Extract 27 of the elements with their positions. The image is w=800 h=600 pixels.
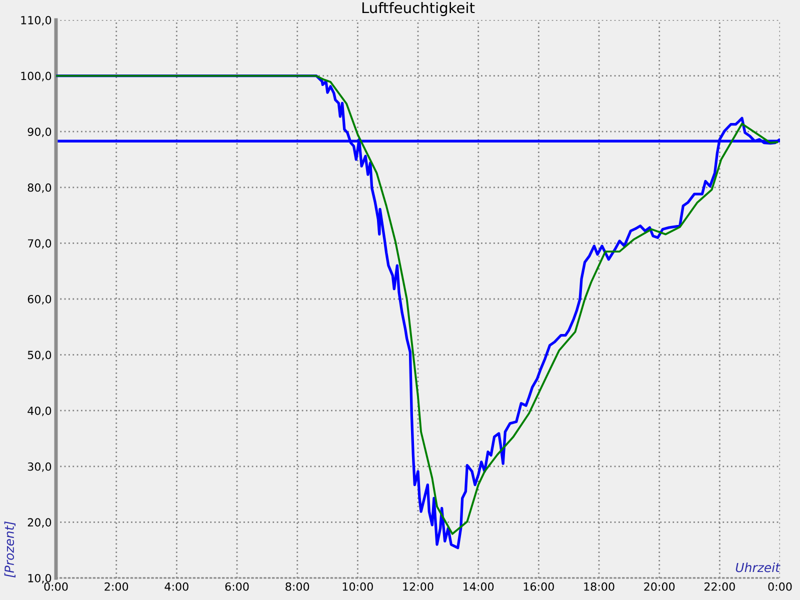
x-axis-title: Uhrzeit (736, 562, 780, 572)
y-tick-label: 100,0 (21, 72, 52, 82)
x-tick-label: 8:00 (286, 582, 310, 591)
chart-title: Luftfeuchtigkeit (362, 2, 475, 16)
y-tick-label: 70,0 (28, 239, 52, 249)
x-tick-label: 10:00 (342, 582, 373, 591)
x-tick-label: 12:00 (403, 582, 434, 591)
x-tick-label: 14:00 (464, 582, 494, 591)
x-tick-label: 0:00 (44, 582, 68, 591)
x-tick-label: 22:00 (704, 582, 735, 591)
y-tick-label: 50,0 (28, 350, 52, 360)
x-tick-label: 0:00 (768, 582, 792, 591)
y-tick-label: 30,0 (28, 462, 52, 472)
x-tick-label: 6:00 (225, 582, 249, 591)
y-tick-label: 10,0 (28, 574, 52, 584)
x-tick-label: 16:00 (524, 582, 554, 591)
y-tick-label: 20,0 (28, 518, 52, 528)
y-tick-label: 110,0 (21, 16, 52, 26)
y-tick-label: 80,0 (28, 183, 52, 193)
x-tick-label: 18:00 (584, 582, 614, 591)
x-tick-label: 4:00 (164, 582, 188, 591)
x-tick-label: 2:00 (104, 582, 128, 591)
y-tick-label: 40,0 (28, 406, 52, 416)
x-tick-label: 20:00 (644, 582, 675, 591)
y-tick-label: 60,0 (28, 294, 52, 305)
y-tick-label: 90,0 (28, 128, 52, 138)
y-axis-title: [Prozent] (4, 521, 16, 578)
